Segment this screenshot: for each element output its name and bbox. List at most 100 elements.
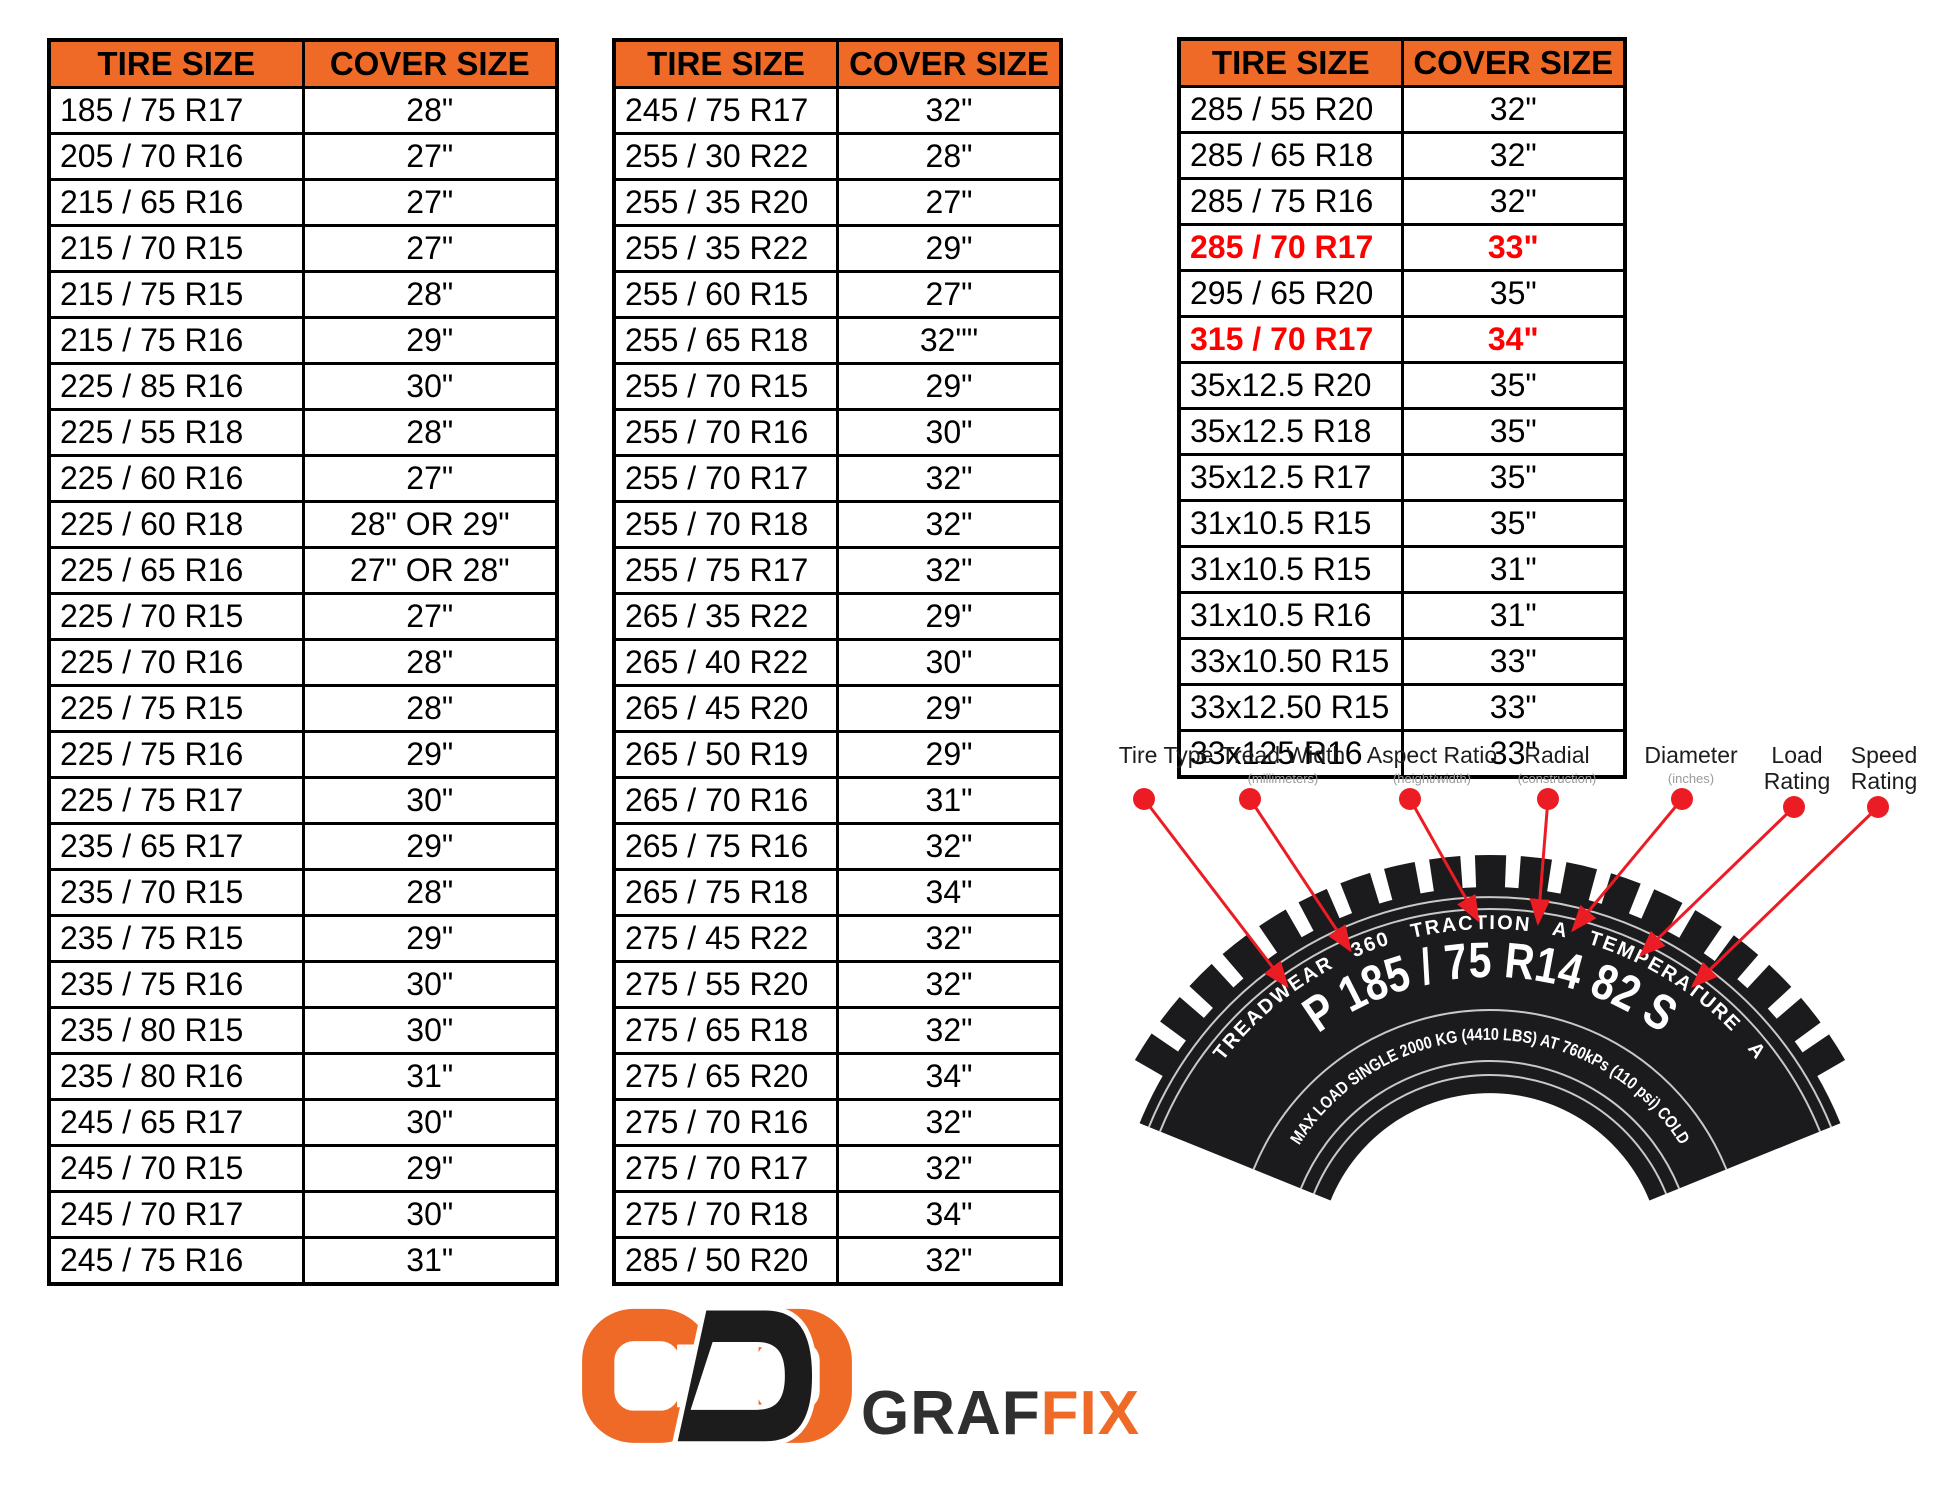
- cover-size-cell: 30": [836, 638, 1063, 687]
- diagram-label-tread-width: Tread Width (millimeters): [1221, 742, 1345, 786]
- cover-size-cell: 29": [836, 224, 1063, 273]
- table-row: 255 / 70 R18 32": [612, 500, 1063, 549]
- cover-size-cell: 35": [1400, 361, 1627, 410]
- label-title: Speed Rating: [1850, 742, 1918, 794]
- cover-size-cell: 31": [301, 1052, 559, 1101]
- tire-size-cell: 245 / 75 R17: [612, 86, 839, 135]
- table-row: 185 / 75 R17 28": [47, 86, 559, 135]
- table-row: 315 / 70 R17 34": [1177, 315, 1627, 364]
- table-row: 245 / 75 R16 31": [47, 1236, 559, 1286]
- cover-size-cell: 27": [301, 224, 559, 273]
- pointer-dot: [1399, 788, 1421, 810]
- pointer-dot: [1867, 796, 1889, 818]
- table-row: 255 / 30 R22 28": [612, 132, 1063, 181]
- table-row: 35x12.5 R18 35": [1177, 407, 1627, 456]
- cover-size-cell: 32": [836, 1236, 1063, 1286]
- cover-size-cell: 27": [301, 178, 559, 227]
- tire-size-cell: 205 / 70 R16: [47, 132, 305, 181]
- tire-size-cell: 255 / 60 R15: [612, 270, 839, 319]
- tire-size-cell: 255 / 70 R16: [612, 408, 839, 457]
- logo-d-shape: [671, 1305, 818, 1447]
- table-row: 265 / 35 R22 29": [612, 592, 1063, 641]
- tire-size-cell: 235 / 80 R16: [47, 1052, 305, 1101]
- brand-text-accent: FIX: [1040, 1379, 1141, 1448]
- table-row: 275 / 70 R18 34": [612, 1190, 1063, 1239]
- pointer-arrow: [1529, 798, 1551, 926]
- tire-body: [1139, 886, 1841, 1201]
- diagram-label-speed-rating: Speed Rating: [1838, 742, 1930, 795]
- tire-size-cell: 33x125 R16: [1177, 729, 1404, 779]
- cover-size-cell: 28": [836, 132, 1063, 181]
- cover-size-cell: 28": [301, 270, 559, 319]
- tire-size-cell: 225 / 85 R16: [47, 362, 305, 411]
- table-row: 245 / 70 R15 29": [47, 1144, 559, 1193]
- cover-size-cell: 30": [301, 1006, 559, 1055]
- tire-size-cell: 265 / 45 R20: [612, 684, 839, 733]
- cover-size-cell: 30": [836, 408, 1063, 457]
- tire-cover-table-3: TIRE SIZE COVER SIZE 285 / 55 R20 32" 285 / …: [1177, 37, 1627, 779]
- tire-size-cell: 225 / 60 R16: [47, 454, 305, 503]
- cover-size-cell: 28": [301, 638, 559, 687]
- column-header: COVER SIZE: [836, 38, 1063, 89]
- sidewall-ring: [1147, 896, 1833, 1128]
- cover-size-cell: 27" OR 28": [301, 546, 559, 595]
- diagram-label-tire-type: Tire Type: [1119, 742, 1214, 769]
- tire-size-cell: 225 / 75 R15: [47, 684, 305, 733]
- table-row: 265 / 45 R20 29": [612, 684, 1063, 733]
- header-row: TIRE SIZE COVER SIZE: [1177, 37, 1627, 88]
- tire-size-cell: 255 / 30 R22: [612, 132, 839, 181]
- table-row: 33x12.50 R15 33": [1177, 683, 1627, 732]
- tire-tread: [1134, 854, 1846, 1079]
- brand-text-dark: GRAF: [861, 1379, 1041, 1448]
- graffix-logo-icon: [582, 1305, 852, 1447]
- pointer-dot: [1537, 788, 1559, 810]
- pointer-dot: [1783, 796, 1805, 818]
- sidewall-ring: [1252, 1009, 1728, 1170]
- tire-size-cell: 285 / 65 R18: [1177, 131, 1404, 180]
- table-row: 255 / 65 R18 32"": [612, 316, 1063, 365]
- cover-size-cell: 33": [1400, 223, 1627, 272]
- table-row: 275 / 55 R20 32": [612, 960, 1063, 1009]
- cover-size-cell: 33": [1400, 683, 1627, 732]
- cover-size-cell: 32": [1400, 85, 1627, 134]
- tire-size-cell: 225 / 75 R16: [47, 730, 305, 779]
- header-row: TIRE SIZE COVER SIZE: [47, 38, 559, 89]
- table-row: 33x125 R16 33": [1177, 729, 1627, 779]
- tire-size-cell: 215 / 75 R15: [47, 270, 305, 319]
- table-row: 225 / 60 R16 27": [47, 454, 559, 503]
- tire-size-cell: 275 / 65 R20: [612, 1052, 839, 1101]
- sidewall-ring: [1159, 908, 1821, 1132]
- tire-size-cell: 215 / 75 R16: [47, 316, 305, 365]
- cover-size-cell: 32"": [836, 316, 1063, 365]
- table-row: 225 / 75 R15 28": [47, 684, 559, 733]
- tire-size-cell: 235 / 80 R15: [47, 1006, 305, 1055]
- pointer-arrow: [1571, 798, 1684, 933]
- cover-size-cell: 27": [836, 270, 1063, 319]
- table-row: 215 / 75 R15 28": [47, 270, 559, 319]
- pointer-arrow: [1142, 798, 1289, 989]
- table-row: 225 / 60 R18 28" OR 29": [47, 500, 559, 549]
- table-row: 215 / 65 R16 27": [47, 178, 559, 227]
- table-row: 255 / 35 R20 27": [612, 178, 1063, 227]
- diagram-label-load-rating: Load Rating: [1751, 742, 1843, 795]
- cover-size-cell: 33": [1400, 729, 1627, 779]
- table-row: 295 / 65 R20 35": [1177, 269, 1627, 318]
- cover-size-cell: 32": [836, 86, 1063, 135]
- table-row: 275 / 65 R18 32": [612, 1006, 1063, 1055]
- table-row: 255 / 60 R15 27": [612, 270, 1063, 319]
- label-title: Aspect Ratio: [1366, 742, 1498, 768]
- table-row: 225 / 55 R18 28": [47, 408, 559, 457]
- table-row: 285 / 65 R18 32": [1177, 131, 1627, 180]
- sidewall-ring: [1299, 1060, 1681, 1189]
- table-row: 35x12.5 R17 35": [1177, 453, 1627, 502]
- cover-size-cell: 34": [836, 1052, 1063, 1101]
- table-row: 245 / 65 R17 30": [47, 1098, 559, 1147]
- tire-size-cell: 265 / 75 R16: [612, 822, 839, 871]
- cover-size-cell: 28": [301, 684, 559, 733]
- cover-size-cell: 32": [1400, 177, 1627, 226]
- tire-size-cell: 31x10.5 R15: [1177, 545, 1404, 594]
- tire-size-cell: 35x12.5 R17: [1177, 453, 1404, 502]
- tire-size-cell: 255 / 75 R17: [612, 546, 839, 595]
- tire-size-cell: 225 / 60 R18: [47, 500, 305, 549]
- table-row: 285 / 55 R20 32": [1177, 85, 1627, 134]
